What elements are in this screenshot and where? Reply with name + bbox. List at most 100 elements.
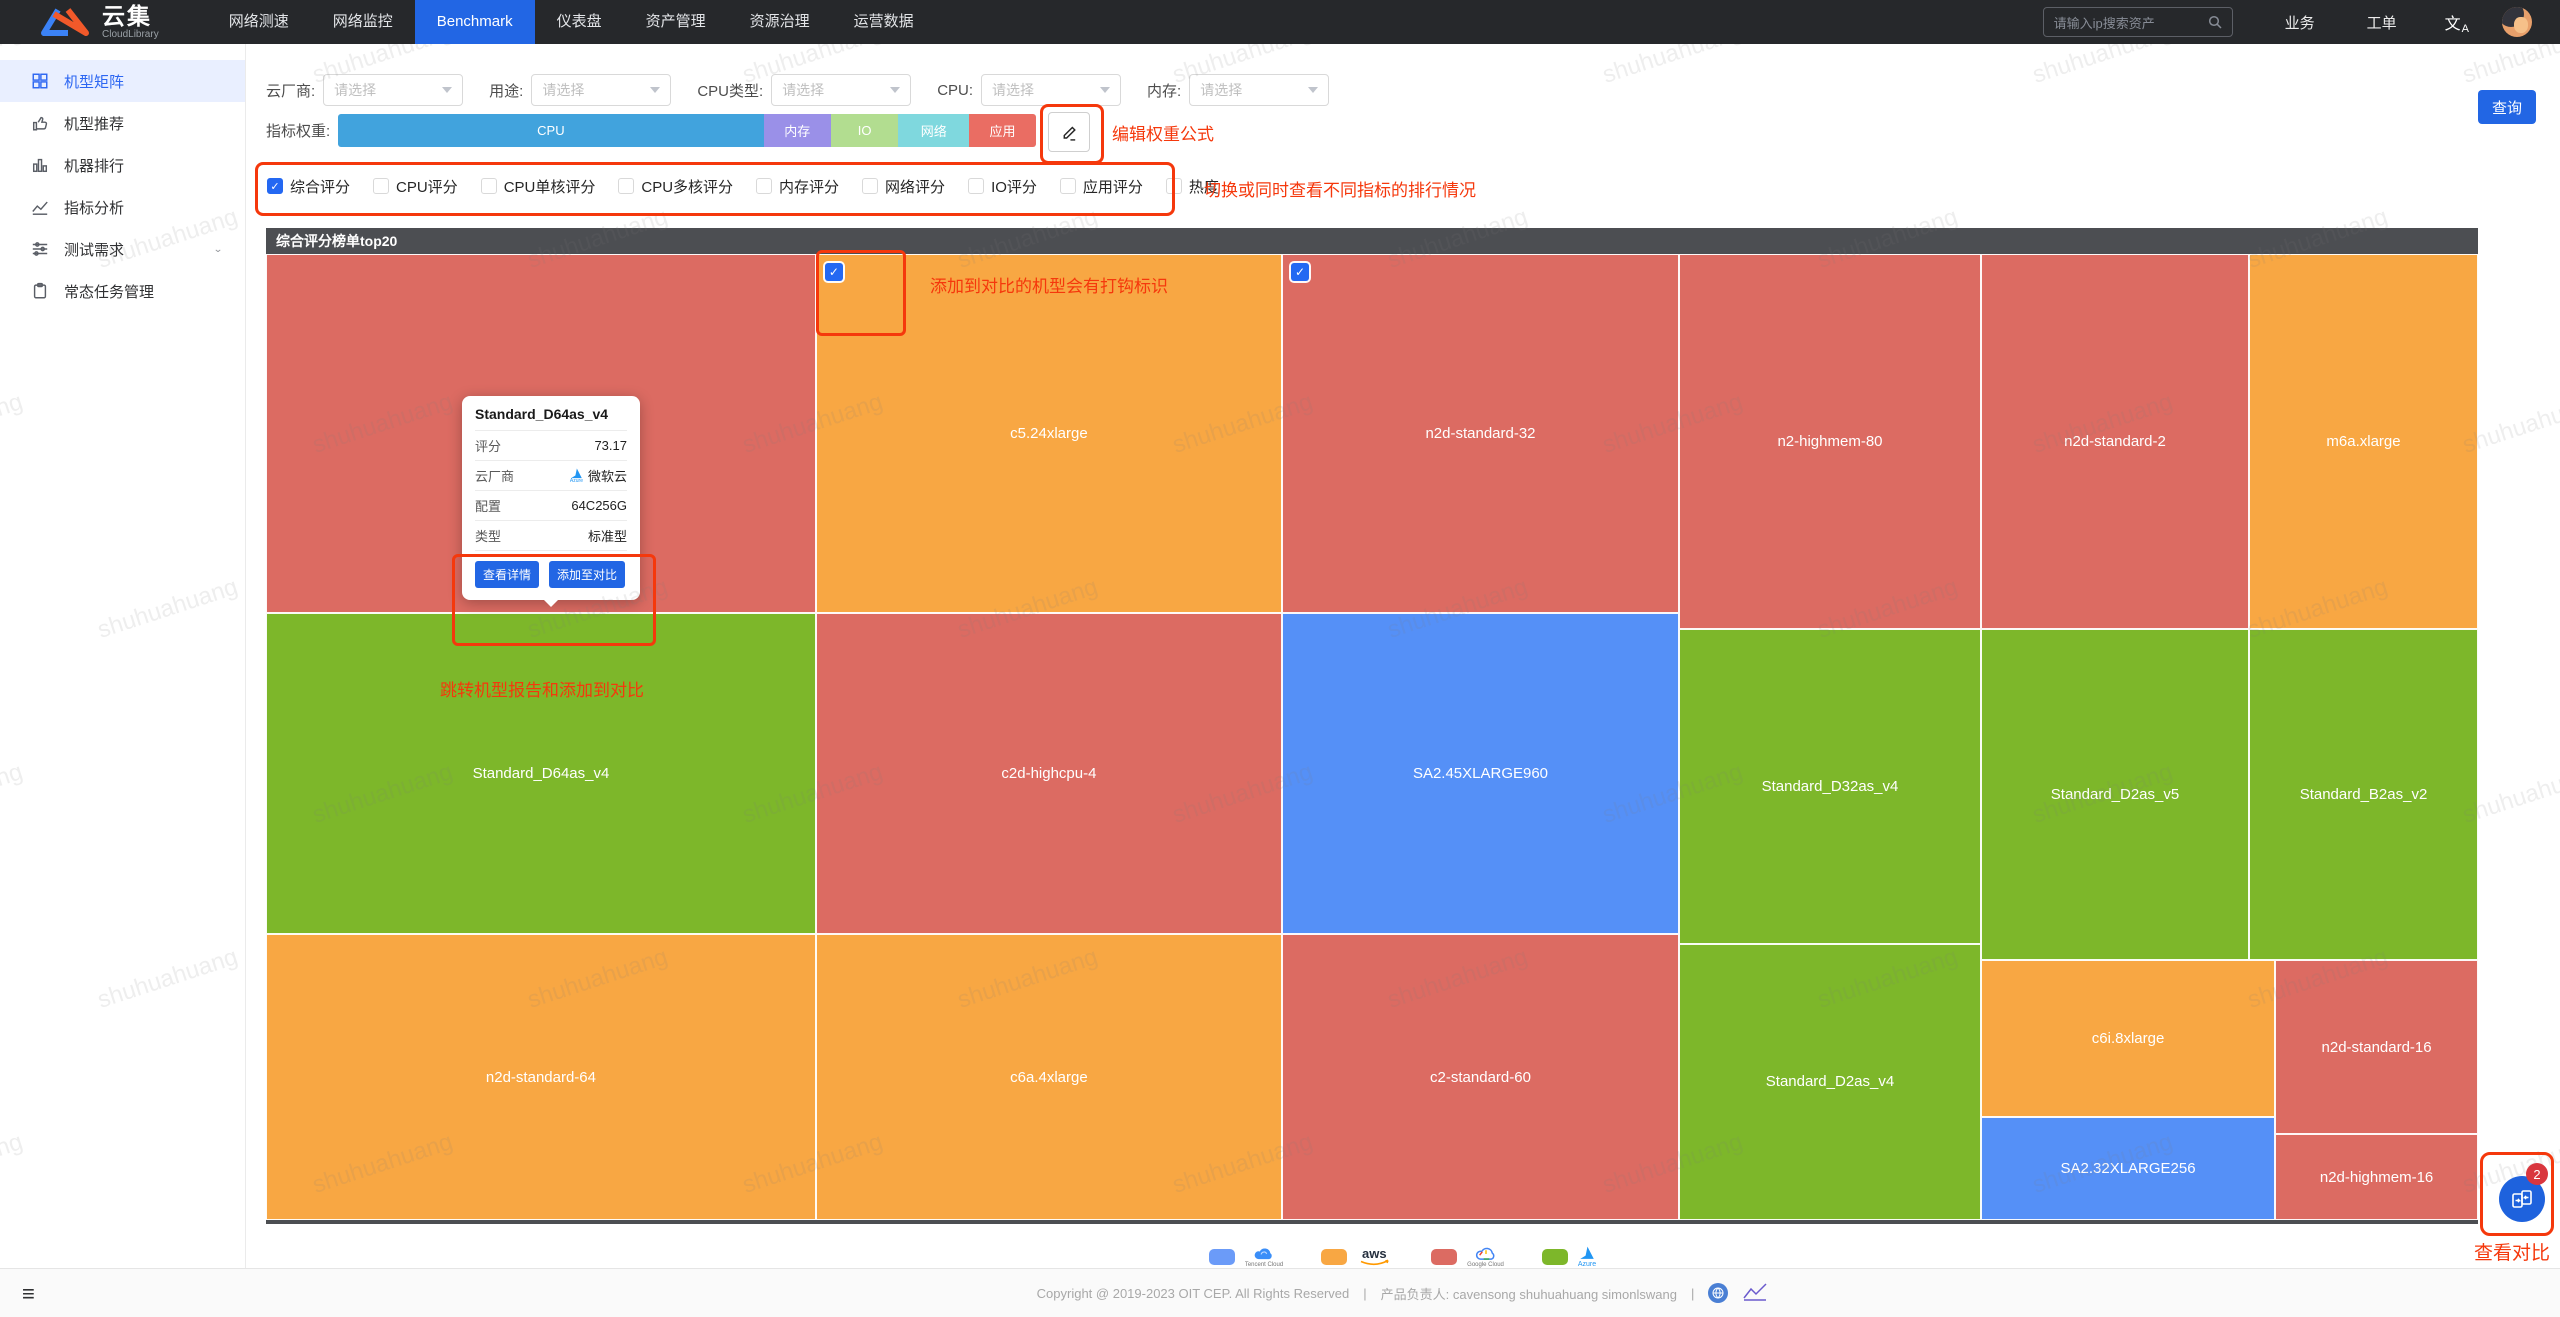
metric-popularity[interactable]: ✓热度 (1165, 176, 1219, 197)
add-to-compare-button[interactable]: 添加至对比 (549, 561, 626, 588)
tooltip-title: Standard_D64as_v4 (475, 406, 627, 431)
weight-segment-network[interactable]: 网络 (898, 114, 969, 147)
nav-item-monitor[interactable]: 网络监控 (332, 13, 393, 30)
weight-segment-memory[interactable]: 内存 (763, 114, 831, 147)
weight-segment-cpu[interactable]: CPU (338, 114, 764, 147)
treemap-cell[interactable]: n2-highmem-80 (1679, 254, 1981, 629)
metric-memory-score[interactable]: ✓内存评分 (756, 176, 839, 197)
metric-cpu-multi-core-score[interactable]: ✓CPU多核评分 (618, 176, 733, 197)
sidebar-item-machine-matrix[interactable]: 机型矩阵 (0, 60, 245, 102)
nav-link-ticket[interactable]: 工单 (2366, 14, 2397, 32)
usage-select[interactable]: 请选择 (531, 74, 672, 106)
weight-segment-app[interactable]: 应用 (968, 114, 1036, 147)
metric-io-score[interactable]: ✓IO评分 (968, 176, 1037, 197)
logo-icon (41, 8, 89, 36)
treemap-cell[interactable]: Standard_D32as_v4 (1679, 628, 1981, 944)
treemap-cell[interactable]: Standard_D2as_v5 (1980, 628, 2250, 961)
treemap-cell[interactable]: c6a.4xlarge (815, 934, 1282, 1220)
cpu-type-select[interactable]: 请选择 (771, 74, 912, 106)
azure-icon: Azure (570, 467, 583, 484)
edit-weights-button[interactable] (1048, 112, 1090, 152)
vendor-select[interactable]: 请选择 (323, 74, 464, 106)
treemap-cell[interactable]: c5.24xlarge ✓ (815, 254, 1282, 614)
treemap-cell-label: c6a.4xlarge (1010, 1068, 1088, 1086)
asset-search-input[interactable]: 请输入ip搜索资产 (2042, 7, 2233, 37)
treemap-cell-label: Standard_D32as_v4 (1761, 777, 1899, 795)
treemap-cell[interactable]: n2d-standard-2 (1980, 254, 2250, 629)
metric-composite-score[interactable]: ✓ 综合评分 (267, 176, 350, 197)
treemap-cell[interactable]: c2d-highcpu-4 (815, 613, 1282, 935)
nav-menu: 网络测速 网络监控 Benchmark 仪表盘 资产管理 资源治理 运营数据 (207, 0, 936, 44)
treemap-cell[interactable]: c2-standard-60 (1281, 934, 1680, 1220)
cell-checkbox-checked-icon[interactable]: ✓ (824, 263, 843, 281)
annotation-text-metrics: 切换或同时查看不同指标的排行情况 (1204, 181, 1476, 200)
cpu-select[interactable]: 请选择 (981, 74, 1122, 106)
search-icon[interactable] (2208, 15, 2222, 29)
treemap-cell[interactable]: c6i.8xlarge (1980, 960, 2276, 1117)
treemap-cell[interactable]: SA2.32XLARGE256 (1980, 1116, 2276, 1220)
user-avatar[interactable] (2502, 7, 2532, 37)
query-button[interactable]: 查询 (2478, 90, 2536, 124)
treemap-cell[interactable]: n2d-standard-16 (2275, 960, 2478, 1135)
nav-item-operations[interactable]: 运营数据 (853, 13, 914, 30)
checkbox-icon[interactable]: ✓ (480, 178, 497, 194)
search-placeholder: 请输入ip搜索资产 (2053, 15, 2155, 31)
tooltip-row-label: 类型 (475, 529, 502, 544)
memory-select[interactable]: 请选择 (1189, 74, 1330, 106)
sidebar-item-routine-tasks[interactable]: 常态任务管理 (0, 270, 245, 312)
treemap-cell-label: n2d-standard-16 (2321, 1038, 2432, 1056)
nav-item-speedtest[interactable]: 网络测速 (228, 13, 289, 30)
checkbox-icon[interactable]: ✓ (1165, 178, 1182, 194)
checkbox-icon[interactable]: ✓ (968, 178, 985, 194)
tooltip-arrow (543, 599, 559, 607)
tencent-cloud-icon: Tencent Cloud (1245, 1246, 1283, 1268)
treemap-cell[interactable]: n2d-standard-32 ✓ (1281, 254, 1680, 614)
sidebar-item-metric-analysis[interactable]: 指标分析 (0, 186, 245, 228)
view-details-button[interactable]: 查看详情 (475, 561, 540, 588)
treemap-cell-label: Standard_D2as_v4 (1765, 1073, 1895, 1091)
nav-item-governance[interactable]: 资源治理 (749, 13, 810, 30)
footer-globe-icon (1708, 1283, 1729, 1303)
azure-icon: Azure (1578, 1246, 1596, 1268)
treemap-cell[interactable]: Standard_B2as_v2 (2249, 628, 2478, 961)
metric-app-score[interactable]: ✓应用评分 (1059, 176, 1143, 197)
nav-link-business[interactable]: 业务 (2284, 14, 2315, 32)
sidebar-item-machine-ranking[interactable]: 机器排行 (0, 144, 245, 186)
treemap-cell[interactable]: Standard_D64as_v4 (266, 613, 816, 935)
checkbox-icon[interactable]: ✓ (1059, 178, 1076, 194)
checkbox-icon[interactable]: ✓ (862, 178, 879, 194)
nav-item-dashboard[interactable]: 仪表盘 (556, 13, 602, 30)
sidebar-item-label: 测试需求 (64, 241, 125, 259)
weights-label: 指标权重: (266, 123, 331, 140)
sidebar-item-machine-recommend[interactable]: 机型推荐 (0, 102, 245, 144)
checkbox-icon[interactable]: ✓ (373, 178, 390, 194)
checkbox-icon[interactable]: ✓ (756, 178, 773, 194)
top-navbar: 云集 CloudLibrary 网络测速 网络监控 Benchmark 仪表盘 … (0, 0, 2560, 44)
metric-cpu-single-core-score[interactable]: ✓CPU单核评分 (480, 176, 595, 197)
treemap-cell[interactable]: Standard_D2as_v4 (1679, 943, 1981, 1220)
tooltip-row-label: 云厂商 (475, 469, 515, 484)
treemap-cell[interactable]: SA2.45XLARGE960 (1281, 613, 1680, 935)
language-switch-icon[interactable]: 文A (2444, 16, 2469, 35)
treemap-cell[interactable]: n2d-standard-64 (266, 934, 816, 1220)
nav-item-benchmark[interactable]: Benchmark (414, 0, 535, 44)
hamburger-menu-icon[interactable]: ≡ (22, 1281, 35, 1306)
weights-bar[interactable]: CPU 内存 IO 网络 应用 (338, 114, 1036, 147)
treemap-cell-label: c5.24xlarge (1010, 425, 1088, 443)
pencil-icon (1063, 125, 1076, 141)
checkbox-checked-icon[interactable]: ✓ (267, 178, 283, 194)
nav-item-assets[interactable]: 资产管理 (645, 13, 706, 30)
sidebar-item-test-requirements[interactable]: 测试需求 ⌄ (0, 228, 245, 270)
cell-checkbox-checked-icon[interactable]: ✓ (1290, 263, 1309, 281)
treemap-cell-label: n2d-standard-64 (485, 1068, 596, 1086)
tooltip-row-value: 64C256G (571, 498, 627, 513)
chevron-down-icon[interactable]: ⌄ (212, 243, 223, 255)
treemap-cell-label: n2d-highmem-16 (2319, 1168, 2434, 1186)
metric-cpu-score[interactable]: ✓CPU评分 (373, 176, 458, 197)
copyright-text: Copyright @ 2019-2023 OIT CEP. All Right… (1036, 1285, 1350, 1301)
treemap-cell[interactable]: n2d-highmem-16 (2275, 1134, 2478, 1220)
metric-network-score[interactable]: ✓网络评分 (862, 176, 945, 197)
checkbox-icon[interactable]: ✓ (618, 178, 635, 194)
treemap-cell[interactable]: m6a.xlarge (2249, 254, 2478, 629)
weight-segment-io[interactable]: IO (830, 114, 899, 147)
